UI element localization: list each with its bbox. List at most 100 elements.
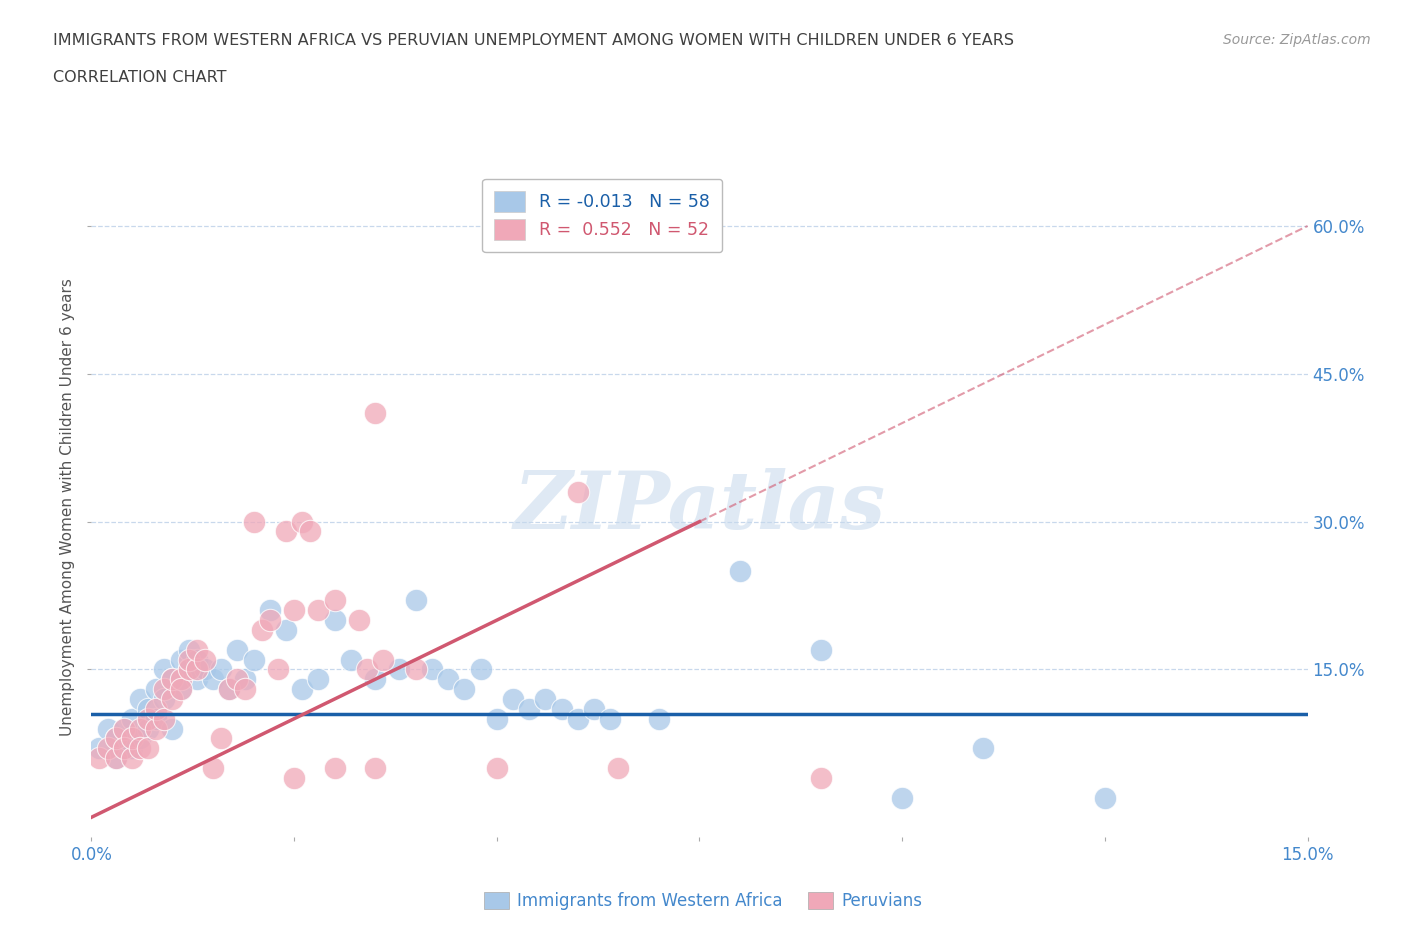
- Text: IMMIGRANTS FROM WESTERN AFRICA VS PERUVIAN UNEMPLOYMENT AMONG WOMEN WITH CHILDRE: IMMIGRANTS FROM WESTERN AFRICA VS PERUVI…: [53, 33, 1014, 47]
- Point: [186, 643, 208, 658]
- Point: [259, 613, 281, 628]
- Point: [218, 682, 240, 697]
- Point: [194, 662, 217, 677]
- Point: [112, 721, 135, 736]
- Point: [104, 751, 127, 765]
- Text: Source: ZipAtlas.com: Source: ZipAtlas.com: [1223, 33, 1371, 46]
- Point: [169, 682, 191, 697]
- Legend: R = -0.013   N = 58, R =  0.552   N = 52: R = -0.013 N = 58, R = 0.552 N = 52: [482, 179, 723, 252]
- Point: [274, 524, 297, 538]
- Point: [437, 671, 460, 686]
- Point: [129, 692, 152, 707]
- Point: [405, 593, 427, 608]
- Point: [177, 643, 200, 658]
- Point: [283, 770, 305, 785]
- Point: [420, 662, 443, 677]
- Point: [177, 652, 200, 667]
- Point: [583, 701, 606, 716]
- Point: [728, 564, 751, 578]
- Point: [485, 711, 508, 726]
- Point: [648, 711, 671, 726]
- Point: [153, 682, 176, 697]
- Point: [607, 761, 630, 776]
- Point: [162, 671, 184, 686]
- Point: [534, 692, 557, 707]
- Point: [162, 721, 184, 736]
- Point: [810, 643, 832, 658]
- Point: [259, 603, 281, 618]
- Point: [364, 761, 387, 776]
- Point: [235, 671, 257, 686]
- Point: [323, 761, 346, 776]
- Point: [186, 671, 208, 686]
- Point: [153, 662, 176, 677]
- Point: [121, 731, 143, 746]
- Point: [323, 593, 346, 608]
- Point: [104, 731, 127, 746]
- Point: [250, 622, 273, 637]
- Point: [307, 671, 329, 686]
- Point: [470, 662, 492, 677]
- Point: [136, 701, 159, 716]
- Point: [373, 652, 395, 667]
- Point: [136, 741, 159, 756]
- Point: [364, 671, 387, 686]
- Point: [162, 692, 184, 707]
- Point: [145, 682, 167, 697]
- Point: [226, 643, 249, 658]
- Point: [202, 761, 225, 776]
- Text: CORRELATION CHART: CORRELATION CHART: [53, 70, 226, 85]
- Point: [299, 524, 322, 538]
- Point: [453, 682, 475, 697]
- Point: [112, 741, 135, 756]
- Point: [599, 711, 621, 726]
- Point: [567, 711, 589, 726]
- Point: [274, 622, 297, 637]
- Point: [169, 682, 191, 697]
- Point: [323, 613, 346, 628]
- Point: [1094, 790, 1116, 805]
- Point: [89, 751, 111, 765]
- Point: [121, 751, 143, 765]
- Point: [162, 671, 184, 686]
- Point: [121, 711, 143, 726]
- Point: [891, 790, 914, 805]
- Point: [169, 671, 191, 686]
- Text: ZIPatlas: ZIPatlas: [513, 468, 886, 546]
- Point: [267, 662, 290, 677]
- Point: [388, 662, 411, 677]
- Point: [153, 711, 176, 726]
- Point: [145, 711, 167, 726]
- Point: [112, 721, 135, 736]
- Point: [485, 761, 508, 776]
- Point: [104, 751, 127, 765]
- Point: [136, 721, 159, 736]
- Point: [209, 731, 232, 746]
- Point: [356, 662, 378, 677]
- Point: [347, 613, 370, 628]
- Point: [129, 741, 152, 756]
- Point: [186, 652, 208, 667]
- Point: [242, 514, 264, 529]
- Point: [307, 603, 329, 618]
- Y-axis label: Unemployment Among Women with Children Under 6 years: Unemployment Among Women with Children U…: [60, 278, 76, 736]
- Point: [567, 485, 589, 499]
- Point: [226, 671, 249, 686]
- Point: [218, 682, 240, 697]
- Point: [364, 405, 387, 420]
- Point: [235, 682, 257, 697]
- Point: [291, 514, 314, 529]
- Point: [177, 662, 200, 677]
- Point: [405, 662, 427, 677]
- Point: [121, 741, 143, 756]
- Point: [209, 662, 232, 677]
- Point: [145, 721, 167, 736]
- Point: [153, 692, 176, 707]
- Point: [129, 731, 152, 746]
- Point: [810, 770, 832, 785]
- Point: [502, 692, 524, 707]
- Point: [136, 711, 159, 726]
- Point: [194, 652, 217, 667]
- Point: [242, 652, 264, 667]
- Point: [550, 701, 572, 716]
